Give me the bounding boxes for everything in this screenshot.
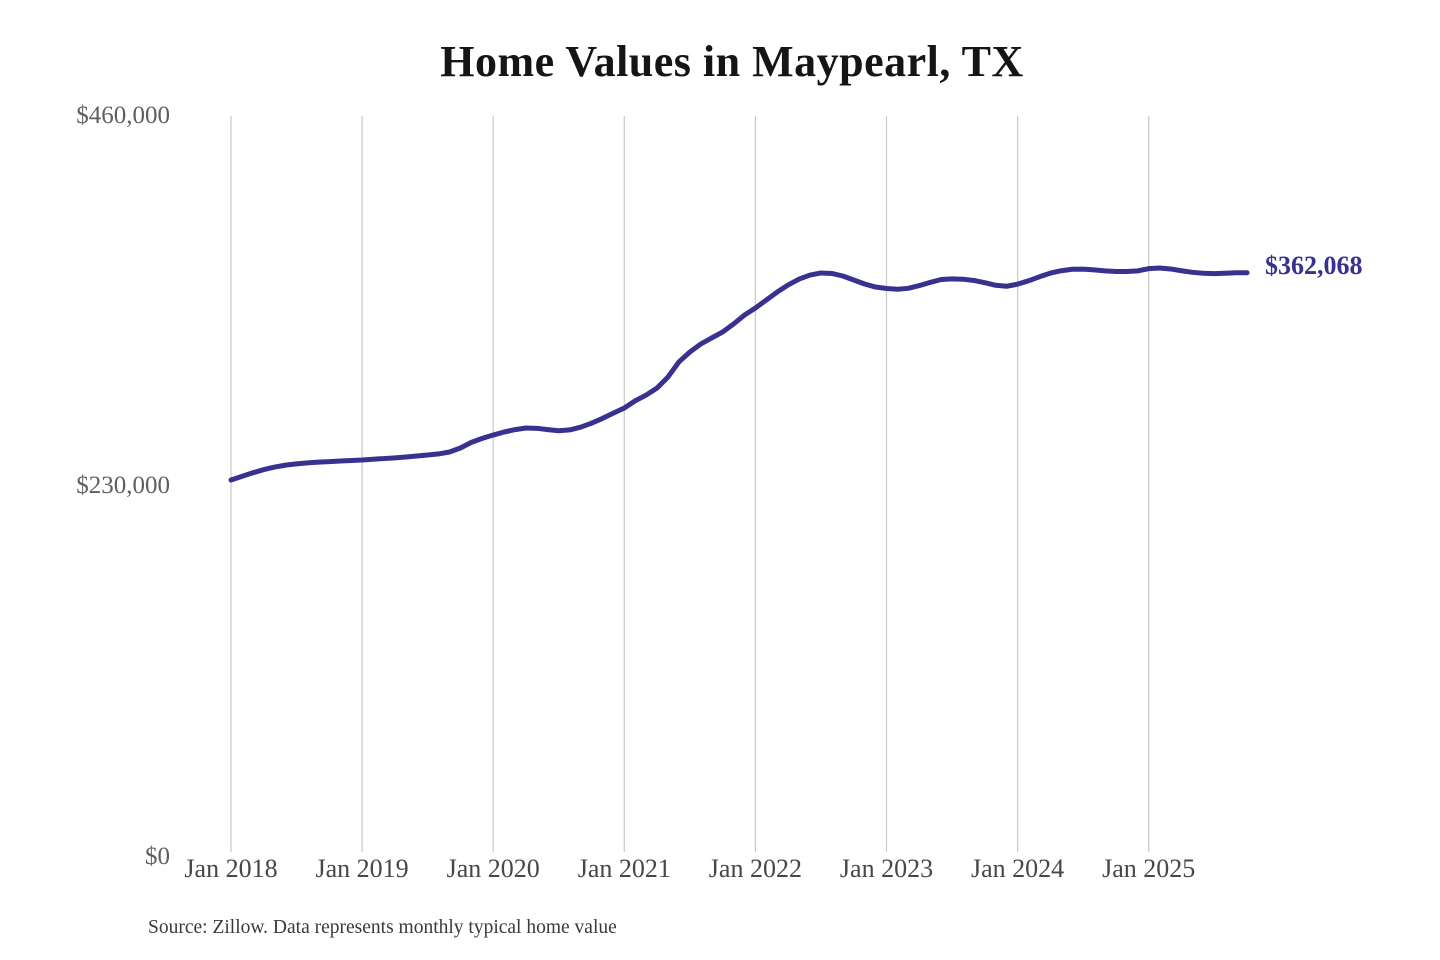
chart-title: Home Values in Maypearl, TX — [440, 37, 1024, 86]
x-axis-label-jan-2023: Jan 2023 — [839, 854, 934, 883]
x-axis-label-jan-2019: Jan 2019 — [315, 854, 409, 883]
y-axis-label-460000: $460,000 — [76, 102, 170, 129]
y-axis-label-0: $0 — [145, 843, 170, 870]
x-axis-label-jan-2022: Jan 2022 — [708, 854, 802, 883]
x-axis-label-jan-2024: Jan 2024 — [971, 854, 1065, 883]
x-axis-label-jan-2025: Jan 2025 — [1102, 854, 1196, 883]
x-axis-label-jan-2020: Jan 2020 — [446, 854, 540, 883]
latest-value-label: $362,068 — [1265, 251, 1363, 280]
home-value-line — [228, 265, 1250, 483]
y-axis-label-230000: $230,000 — [76, 472, 170, 499]
x-axis-label-jan-2021: Jan 2021 — [577, 854, 671, 883]
source-note: Source: Zillow. Data represents monthly … — [148, 917, 617, 938]
x-axis-label-jan-2018: Jan 2018 — [184, 854, 278, 883]
